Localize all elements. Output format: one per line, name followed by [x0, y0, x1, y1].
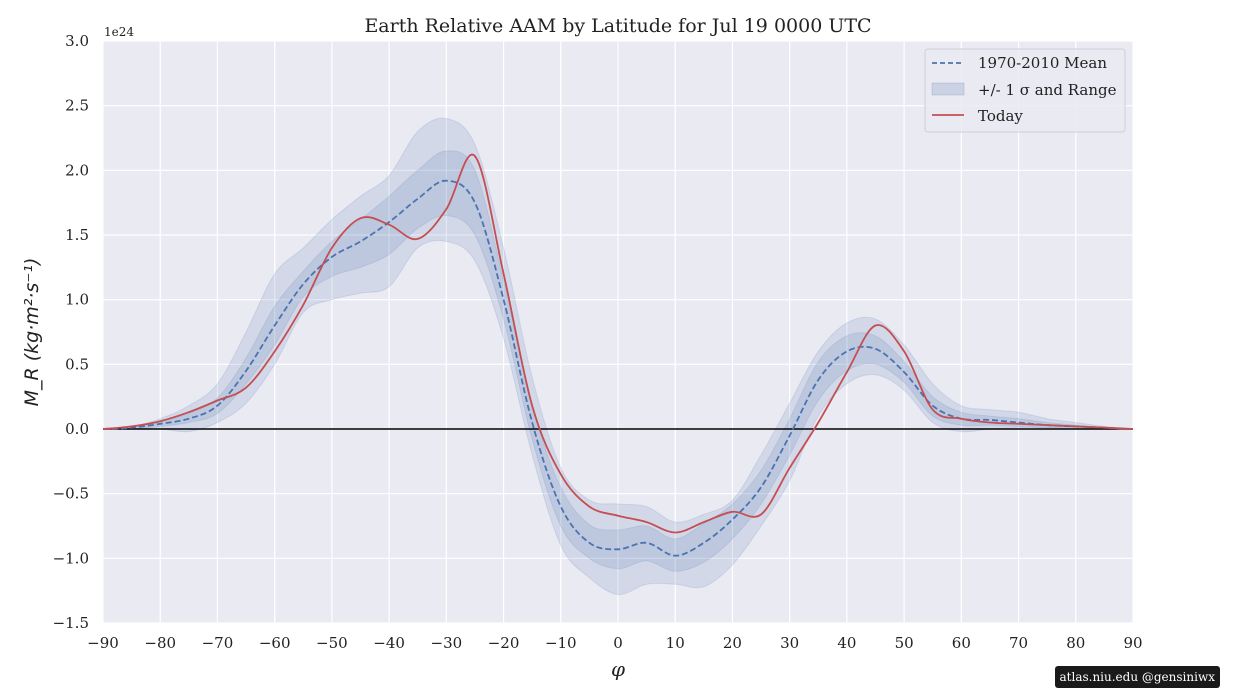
x-tick-label: 30 — [780, 634, 799, 652]
x-tick-label: −50 — [316, 634, 348, 652]
x-tick-label: 10 — [666, 634, 685, 652]
x-tick-label: 70 — [1009, 634, 1028, 652]
legend-box — [924, 48, 1126, 133]
legend-mean-label: 1970-2010 Mean — [978, 54, 1107, 72]
y-tick-labels: −1.5 −1.0 −0.5 0.0 0.5 1.0 1.5 2.0 2.5 3.0 — [53, 32, 89, 632]
y-tick-label: −1.5 — [53, 614, 89, 632]
y-tick-label: 0.5 — [65, 355, 89, 373]
x-tick-label: −80 — [144, 634, 176, 652]
x-tick-label: 60 — [952, 634, 971, 652]
x-tick-label: 80 — [1066, 634, 1085, 652]
x-axis-label: φ — [611, 657, 625, 681]
x-tick-label: 20 — [723, 634, 742, 652]
y-axis-label: M_R (kg·m²·s⁻¹) — [21, 258, 43, 407]
x-tick-label: 0 — [613, 634, 623, 652]
y-tick-label: 1.5 — [65, 226, 89, 244]
legend-today-label: Today — [978, 107, 1023, 125]
y-tick-label: 2.5 — [65, 97, 89, 115]
grid — [102, 40, 1134, 624]
legend-band-swatch — [931, 82, 965, 96]
chart-title: Earth Relative AAM by Latitude for Jul 1… — [364, 15, 871, 37]
y-multiplier: 1e24 — [104, 25, 134, 39]
x-tick-label: −40 — [373, 634, 405, 652]
legend: 1970-2010 Mean +/- 1 σ and Range Today — [924, 48, 1126, 133]
series — [102, 153, 1134, 557]
x-tick-label: −20 — [488, 634, 520, 652]
today-line — [102, 153, 1134, 534]
x-tick-label: −10 — [545, 634, 577, 652]
x-tick-labels: −90 −80 −70 −60 −50 −40 −30 −20 −10 0 10 20 30 40 50 60… — [87, 634, 1142, 652]
x-tick-label: 40 — [837, 634, 856, 652]
y-tick-label: 1.0 — [65, 291, 89, 309]
x-tick-label: −70 — [202, 634, 234, 652]
x-tick-label: 90 — [1123, 634, 1142, 652]
y-tick-label: −1.0 — [53, 549, 89, 567]
y-tick-label: 3.0 — [65, 32, 89, 50]
legend-band-label: +/- 1 σ and Range — [978, 81, 1117, 99]
x-tick-label: −60 — [259, 634, 291, 652]
y-tick-label: 0.0 — [65, 420, 89, 438]
y-tick-label: 2.0 — [65, 161, 89, 179]
x-tick-label: 50 — [895, 634, 914, 652]
y-tick-label: −0.5 — [53, 485, 89, 503]
x-tick-label: −30 — [431, 634, 463, 652]
watermark: atlas.niu.edu @gensiniwx — [1054, 666, 1220, 688]
x-tick-label: −90 — [87, 634, 119, 652]
